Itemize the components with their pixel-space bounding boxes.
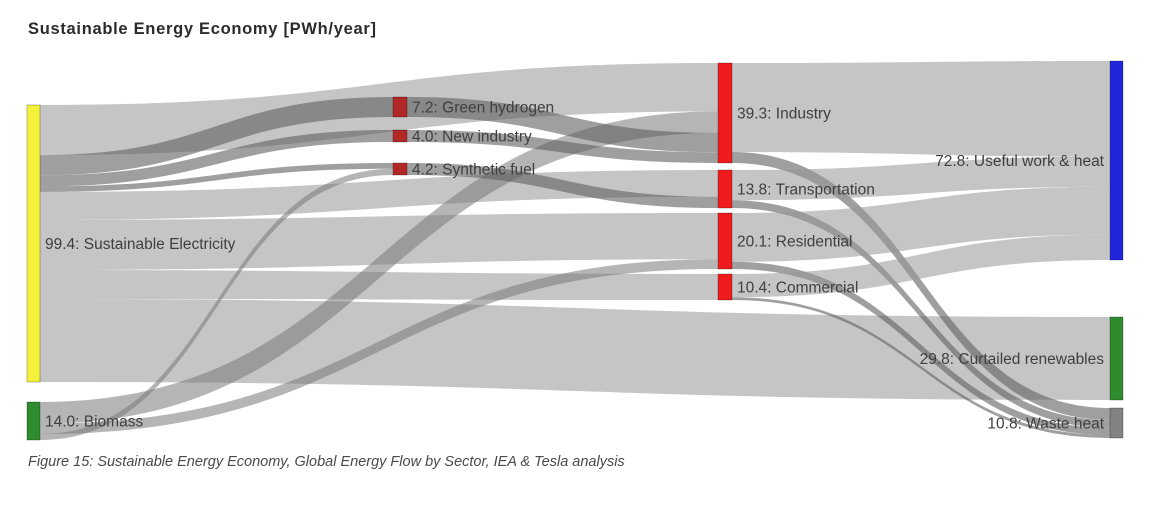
sankey-node-synthetic-fuel[interactable] — [392, 162, 408, 176]
sankey-link-biomass-to-industry[interactable] — [40, 111, 718, 424]
sankey-node-sustainable-electricity[interactable] — [26, 104, 41, 383]
sankey-node-label-transportation: 13.8: Transportation — [737, 182, 875, 199]
sankey-node-commercial[interactable] — [717, 273, 733, 301]
chart-title: Sustainable Energy Economy [PWh/year] — [28, 20, 377, 38]
sankey-link-commercial-to-useful-work-heat[interactable] — [732, 234, 1110, 298]
sankey-link-new-industry-to-industry[interactable] — [407, 130, 718, 163]
sankey-link-residential-to-useful-work-heat[interactable] — [732, 186, 1110, 262]
sankey-node-industry[interactable] — [717, 62, 733, 164]
sankey-node-biomass[interactable] — [26, 401, 41, 441]
sankey-link-transportation-to-useful-work-heat[interactable] — [732, 156, 1110, 201]
sankey-diagram: 99.4: Sustainable Electricity 14.0: Bioma… — [26, 60, 1124, 441]
sankey-node-label-biomass: 14.0: Biomass — [45, 414, 143, 431]
sankey-link-industry-to-useful-work-heat[interactable] — [732, 61, 1110, 157]
sankey-link-industry-to-waste-heat[interactable] — [732, 152, 1110, 420]
sankey-node-label-useful-work-heat: 72.8: Useful work & heat — [935, 153, 1105, 170]
sankey-node-residential[interactable] — [717, 212, 733, 270]
sankey-link-residential-to-waste-heat[interactable] — [732, 261, 1110, 435]
figure-caption: Figure 15: Sustainable Energy Economy, G… — [28, 454, 625, 470]
sankey-node-label-commercial: 10.4: Commercial — [737, 280, 858, 297]
sankey-node-label-residential: 20.1: Residential — [737, 234, 852, 251]
sankey-link-biomass-to-residential[interactable] — [40, 259, 718, 435]
sankey-node-label-waste-heat: 10.8: Waste heat — [987, 416, 1104, 433]
sankey-link-synthetic-fuel-to-transportation[interactable] — [407, 163, 718, 208]
sankey-link-commercial-to-waste-heat[interactable] — [732, 297, 1110, 438]
sankey-node-label-industry: 39.3: Industry — [737, 106, 831, 123]
sankey-node-label-new-industry: 4.0: New industry — [412, 129, 532, 146]
sankey-link-sustainable-electricity-to-synthetic-fuel[interactable] — [40, 163, 393, 192]
sankey-node-label-synthetic-fuel: 4.2: Synthetic fuel — [412, 162, 535, 179]
sankey-node-waste-heat[interactable] — [1109, 407, 1124, 439]
sankey-node-curtailed-renewables[interactable] — [1109, 316, 1124, 401]
sankey-link-green-hydrogen-to-industry[interactable] — [407, 97, 718, 153]
sankey-node-label-sustainable-electricity: 99.4: Sustainable Electricity — [45, 236, 236, 253]
sankey-link-sustainable-electricity-to-new-industry[interactable] — [40, 130, 393, 187]
sankey-node-label-green-hydrogen: 7.2: Green hydrogen — [412, 100, 554, 117]
sankey-node-transportation[interactable] — [717, 169, 733, 209]
sankey-link-sustainable-electricity-to-residential[interactable] — [40, 213, 718, 270]
sankey-node-green-hydrogen[interactable] — [392, 96, 408, 118]
sankey-link-biomass-to-synthetic-fuel[interactable] — [40, 168, 393, 440]
sankey-node-new-industry[interactable] — [392, 129, 408, 143]
sankey-node-label-curtailed-renewables: 29.8: Curtailed renewables — [920, 351, 1105, 368]
sankey-link-transportation-to-waste-heat[interactable] — [732, 200, 1110, 428]
sankey-node-useful-work-heat[interactable] — [1109, 60, 1124, 261]
sankey-link-sustainable-electricity-to-green-hydrogen[interactable] — [40, 97, 393, 176]
